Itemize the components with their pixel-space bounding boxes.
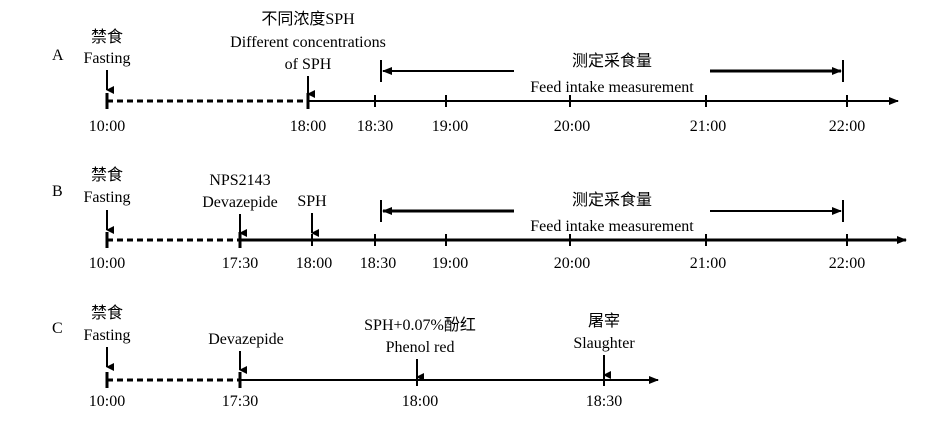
- fasting-label-en: Fasting: [83, 327, 130, 344]
- panel-letter: B: [52, 183, 63, 200]
- tick-label: 19:00: [432, 255, 468, 272]
- slaughter-label-cn: 屠宰: [588, 312, 620, 330]
- panel-a: A 禁食 Fasting 不同浓度SPH Different concentra…: [52, 10, 899, 135]
- measure-label-cn: 测定采食量: [572, 52, 652, 70]
- sph-phenol-label-cn: SPH+0.07%酚红: [364, 316, 476, 334]
- panel-letter: A: [52, 47, 64, 64]
- measure-label-en: Feed intake measurement: [530, 79, 694, 96]
- tick-label: 21:00: [690, 255, 726, 272]
- fasting-label-en: Fasting: [83, 189, 130, 206]
- sph-label-en: Different concentrations: [230, 34, 386, 51]
- tick-label: 18:00: [296, 255, 332, 272]
- sph-phenol-label-en: Phenol red: [386, 339, 455, 356]
- antagonist-label-2: Devazepide: [202, 194, 278, 211]
- sph-label-en2: of SPH: [285, 56, 332, 73]
- measure-label-en: Feed intake measurement: [530, 218, 694, 235]
- panel-letter: C: [52, 320, 63, 337]
- tick-label: 19:00: [432, 118, 468, 135]
- tick-label: 20:00: [554, 118, 590, 135]
- tick-label: 10:00: [89, 255, 125, 272]
- fasting-label-cn: 禁食: [91, 28, 123, 46]
- antagonist-label: Devazepide: [208, 331, 284, 348]
- fasting-label-cn: 禁食: [91, 166, 123, 184]
- panel-b: B 禁食 Fasting NPS2143 Devazepide SPH 10:0…: [52, 166, 907, 272]
- tick-label: 18:30: [586, 393, 622, 410]
- sph-label-cn: 不同浓度SPH: [261, 10, 355, 28]
- panel-c: C 禁食 Fasting Devazepide SPH+0.07%酚红 Phen…: [52, 304, 659, 410]
- fasting-label-cn: 禁食: [91, 304, 123, 322]
- tick-label: 10:00: [89, 393, 125, 410]
- tick-label: 22:00: [829, 118, 865, 135]
- sph-label: SPH: [297, 193, 327, 210]
- tick-label: 18:00: [402, 393, 438, 410]
- tick-label: 17:30: [222, 393, 258, 410]
- tick-label: 18:30: [360, 255, 396, 272]
- antagonist-label: NPS2143: [209, 172, 270, 189]
- slaughter-label-en: Slaughter: [573, 335, 635, 352]
- tick-label: 18:00: [290, 118, 326, 135]
- tick-label: 21:00: [690, 118, 726, 135]
- tick-label: 20:00: [554, 255, 590, 272]
- tick-label: 22:00: [829, 255, 865, 272]
- fasting-label-en: Fasting: [83, 50, 130, 67]
- tick-label: 10:00: [89, 118, 125, 135]
- tick-label: 18:30: [357, 118, 393, 135]
- tick-label: 17:30: [222, 255, 258, 272]
- measure-label-cn: 测定采食量: [572, 191, 652, 209]
